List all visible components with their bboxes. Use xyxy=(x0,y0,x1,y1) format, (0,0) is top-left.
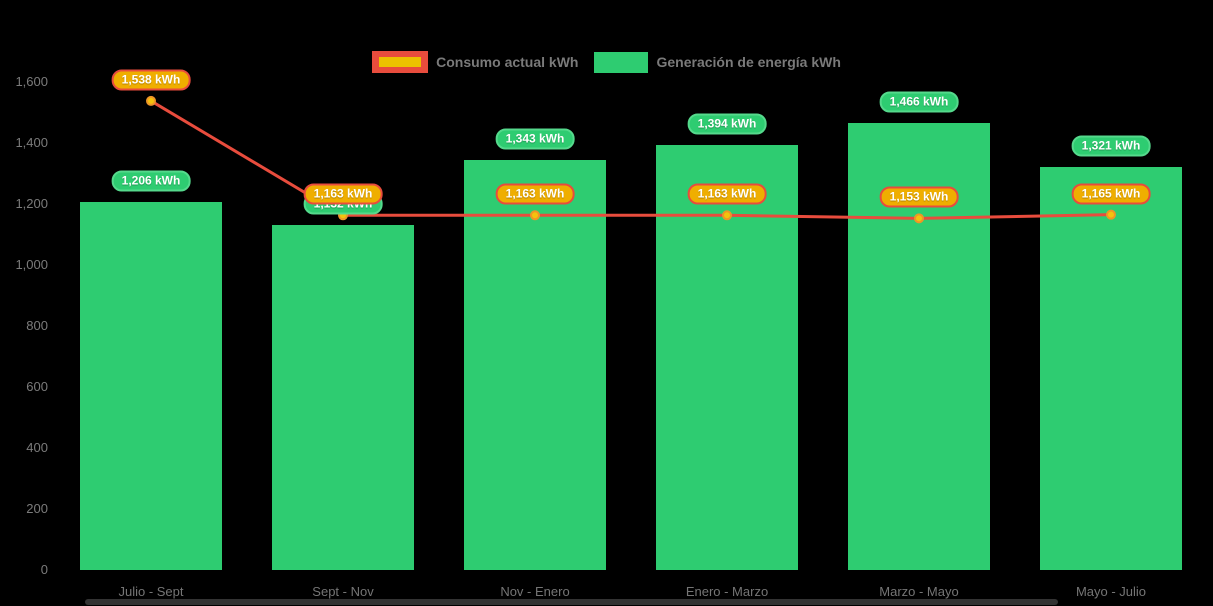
consumption-point-marker[interactable] xyxy=(146,95,156,106)
x-axis-category-label: Sept - Nov xyxy=(312,584,374,599)
generation-bar[interactable] xyxy=(272,224,414,570)
y-axis-tick-label: 1,400 xyxy=(15,135,48,150)
generation-bar[interactable] xyxy=(80,202,222,570)
generation-bar[interactable] xyxy=(1040,167,1182,570)
y-axis-tick-label: 400 xyxy=(26,440,48,455)
generation-value-label: 1,206 kWh xyxy=(111,170,191,192)
consumption-value-label: 1,165 kWh xyxy=(1071,183,1151,205)
legend-item-generacion[interactable]: Generación de energía kWh xyxy=(594,51,841,73)
y-axis-tick-label: 600 xyxy=(26,379,48,394)
generation-bar[interactable] xyxy=(656,144,798,570)
legend-label-generacion: Generación de energía kWh xyxy=(656,54,841,70)
legend-label-consumo: Consumo actual kWh xyxy=(436,54,579,70)
y-axis-tick-label: 200 xyxy=(26,501,48,516)
y-axis-tick-label: 1,600 xyxy=(15,74,48,89)
generation-value-label: 1,321 kWh xyxy=(1071,135,1151,157)
consumption-value-label: 1,538 kWh xyxy=(111,69,191,91)
x-axis-category-label: Marzo - Mayo xyxy=(879,584,959,599)
generation-value-label: 1,394 kWh xyxy=(687,113,767,135)
y-axis-tick-label: 800 xyxy=(26,318,48,333)
generation-value-label: 1,343 kWh xyxy=(495,128,575,150)
y-axis-tick-label: 1,000 xyxy=(15,257,48,272)
generation-value-label: 1,466 kWh xyxy=(879,91,959,113)
y-axis-tick-label: 1,200 xyxy=(15,196,48,211)
chart-legend: Consumo actual kWh Generación de energía… xyxy=(0,50,1213,74)
x-axis-category-label: Nov - Enero xyxy=(500,584,570,599)
consumption-value-label: 1,153 kWh xyxy=(879,186,959,208)
generacion-legend-swatch-icon xyxy=(594,51,649,73)
x-axis-category-label: Enero - Marzo xyxy=(685,584,769,599)
generation-bar[interactable] xyxy=(464,160,606,570)
consumption-value-label: 1,163 kWh xyxy=(687,183,767,205)
consumption-value-label: 1,163 kWh xyxy=(303,183,383,205)
y-axis-tick-label: 0 xyxy=(40,562,48,577)
horizontal-scrollbar[interactable] xyxy=(85,599,1058,605)
consumption-value-label: 1,163 kWh xyxy=(495,183,575,205)
x-axis-category-label: Mayo - Julio xyxy=(1075,584,1147,599)
x-axis-category-label: Julio - Sept xyxy=(118,584,184,599)
consumo-legend-swatch-icon xyxy=(372,51,429,73)
legend-item-consumo[interactable]: Consumo actual kWh xyxy=(372,51,578,73)
